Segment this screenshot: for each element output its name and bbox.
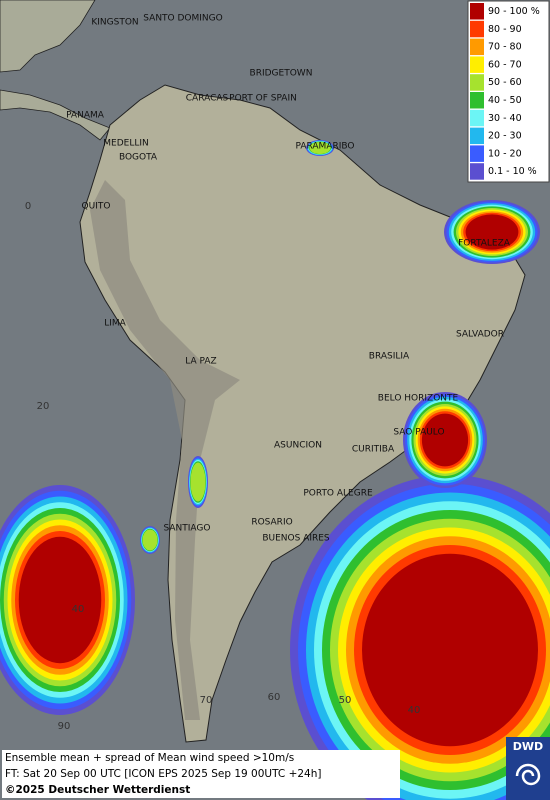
legend-swatch — [470, 127, 484, 145]
city-label: BOGOTA — [119, 153, 158, 163]
grid-label: 40 — [72, 604, 85, 615]
legend-label: 70 - 80 — [488, 42, 522, 53]
city-label: ROSARIO — [251, 518, 292, 528]
city-label: LA PAZ — [185, 357, 216, 367]
probability-contour — [309, 142, 331, 154]
grid-label: 0 — [25, 201, 31, 212]
legend-swatch — [470, 38, 484, 56]
city-label: SANTO DOMINGO — [143, 14, 222, 24]
probability-contour — [421, 413, 469, 467]
legend-label: 80 - 90 — [488, 24, 522, 35]
grid-label: 50 — [339, 695, 352, 706]
probability-contour — [465, 214, 519, 250]
grid-label: 40 — [408, 705, 421, 716]
legend-swatch — [470, 109, 484, 127]
legend-label: 10 - 20 — [488, 148, 522, 159]
city-label: ASUNCION — [274, 441, 322, 451]
legend-swatch — [470, 163, 484, 180]
probability-contour — [362, 553, 538, 747]
probability-contour — [190, 462, 206, 502]
logo-box — [506, 737, 550, 800]
legend-swatch — [470, 74, 484, 91]
land-north — [0, 0, 111, 141]
logo-text: DWD — [513, 740, 543, 753]
logo-swirl — [515, 763, 541, 786]
city-label: SANTIAGO — [164, 524, 211, 534]
city-label: BUENOS AIRES — [262, 534, 330, 544]
legend-swatch — [470, 20, 484, 38]
city-label: CARACAS — [186, 94, 229, 104]
legend-label: 60 - 70 — [488, 59, 522, 70]
city-label: MEDELLIN — [103, 139, 148, 149]
city-label: LIMA — [104, 319, 126, 329]
city-label: FORTALEZA — [458, 239, 511, 249]
legend-swatch — [470, 56, 484, 73]
city-label: QUITO — [82, 202, 111, 212]
andes — [90, 180, 240, 720]
city-label: PARAMARIBO — [296, 142, 355, 152]
city-label: BELO HORIZONTE — [378, 394, 459, 404]
grid-label: 60 — [268, 692, 281, 703]
grid-label: 20 — [37, 401, 50, 412]
city-label: SALVADOR — [456, 330, 504, 340]
footer-line2: FT: Sat 20 Sep 00 UTC [ICON EPS 2025 Sep… — [5, 768, 321, 780]
legend: 90 - 100 % 80 - 90 70 - 80 60 - 70 50 - 60 40… — [467, 0, 550, 183]
probability-areas — [0, 140, 550, 800]
grid-label: 70 — [200, 695, 213, 706]
legend-label: 90 - 100 % — [488, 6, 540, 17]
legend-swatch — [470, 92, 484, 109]
probability-contour — [142, 529, 158, 551]
legend-label: 40 - 50 — [488, 95, 522, 106]
probability-contour — [18, 536, 102, 664]
legend-label: 30 - 40 — [488, 113, 522, 124]
legend-label: 20 - 30 — [488, 131, 522, 142]
city-label: KINGSTON — [91, 18, 138, 28]
footer-copyright: ©2025 Deutscher Wetterdienst — [5, 784, 190, 796]
city-label: PORT OF SPAIN — [229, 94, 297, 104]
grid-label: 90 — [58, 721, 71, 732]
legend-label: 50 - 60 — [488, 77, 522, 88]
legend-swatch — [470, 3, 484, 20]
city-label: SAO PAULO — [393, 428, 444, 438]
legend-swatch — [470, 145, 484, 162]
legend-label: 0.1 - 10 % — [488, 166, 537, 177]
city-label: CURITIBA — [352, 445, 395, 455]
city-label: BRIDGETOWN — [250, 69, 313, 79]
city-label: PANAMA — [66, 111, 105, 121]
footer-box — [2, 750, 400, 798]
city-label: PORTO ALEGRE — [303, 489, 373, 499]
city-label: BRASILIA — [369, 352, 410, 362]
footer-line1: Ensemble mean + spread of Mean wind spee… — [5, 752, 294, 764]
